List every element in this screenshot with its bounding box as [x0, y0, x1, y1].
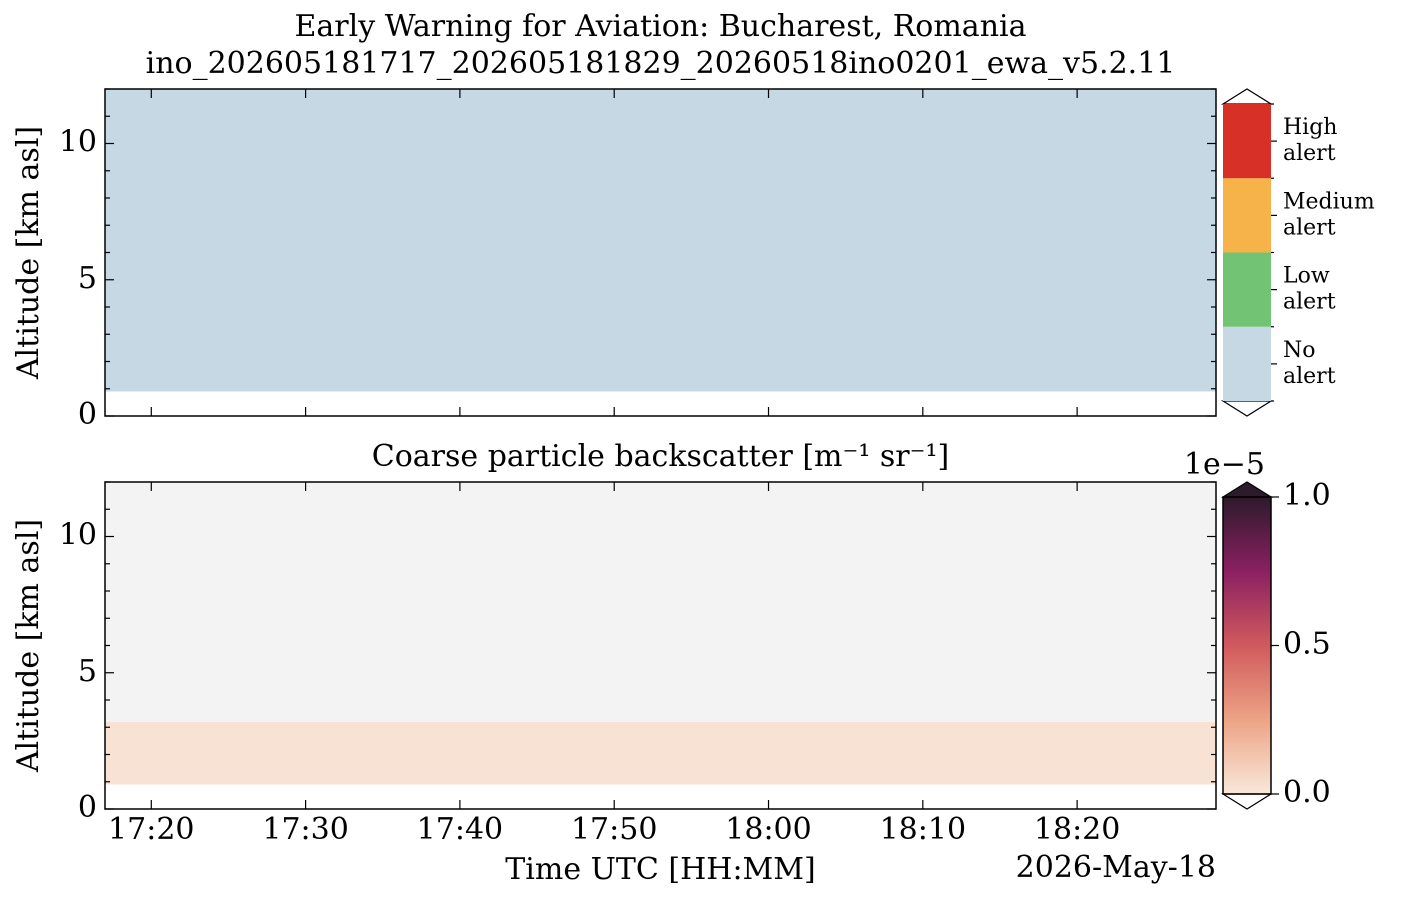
colorbar-segment — [1223, 326, 1271, 401]
colorbar-extension — [1220, 793, 1274, 810]
y-tick-label: 0 — [78, 397, 97, 432]
x-tick-label: 17:20 — [108, 812, 194, 847]
x-tick-label: 18:00 — [725, 812, 811, 847]
y-tick-label: 5 — [78, 654, 97, 689]
chart-subtitle: ino_202605181717_202605181829_20260518in… — [146, 46, 1176, 81]
panel-title: Coarse particle backscatter [m⁻¹ sr⁻¹] — [372, 439, 949, 474]
y-axis-label: Altitude [km asl] — [11, 519, 46, 773]
date-label: 2026-May-18 — [1016, 850, 1216, 885]
colorbar-label: Medium — [1283, 189, 1375, 214]
y-axis-label: Altitude [km asl] — [11, 126, 46, 380]
colorbar-extension — [1220, 400, 1274, 417]
chart-title: Early Warning for Aviation: Bucharest, R… — [294, 9, 1026, 44]
heatmap-cell — [105, 482, 1216, 722]
colorbar-label: alert — [1283, 290, 1336, 315]
colorbar-label: alert — [1283, 364, 1336, 389]
x-axis-label: Time UTC [HH:MM] — [505, 852, 815, 887]
colorbar-label: No — [1283, 338, 1316, 363]
x-tick-label: 17:50 — [571, 812, 657, 847]
colorbar-tick-label: 1.0 — [1283, 478, 1331, 513]
colorbar-label: High — [1283, 115, 1337, 140]
colorbar-tick-label: 0.0 — [1283, 775, 1331, 810]
colorbar-segment — [1223, 178, 1271, 253]
y-tick-label: 5 — [78, 261, 97, 296]
colorbar-tick-label: 0.5 — [1283, 627, 1331, 662]
heatmap-cell — [105, 721, 1216, 785]
colorbar-label: alert — [1283, 215, 1336, 240]
y-tick-label: 10 — [59, 518, 97, 553]
x-tick-label: 18:20 — [1034, 812, 1120, 847]
y-tick-label: 0 — [78, 790, 97, 825]
colorbar-segment — [1223, 252, 1271, 327]
x-tick-label: 17:40 — [417, 812, 503, 847]
colorbar-gradient — [1223, 497, 1271, 794]
colorbar-extension — [1220, 481, 1274, 498]
y-tick-label: 10 — [59, 125, 97, 160]
colorbar-label: Low — [1283, 264, 1330, 289]
x-tick-label: 17:30 — [262, 812, 348, 847]
colorbar-segment — [1223, 104, 1271, 179]
colorbar-offset-label: 1e−5 — [1184, 447, 1265, 482]
colorbar-extension — [1220, 88, 1274, 105]
x-tick-label: 18:10 — [880, 812, 966, 847]
colorbar-label: alert — [1283, 141, 1336, 166]
heatmap-cell — [105, 89, 1216, 392]
